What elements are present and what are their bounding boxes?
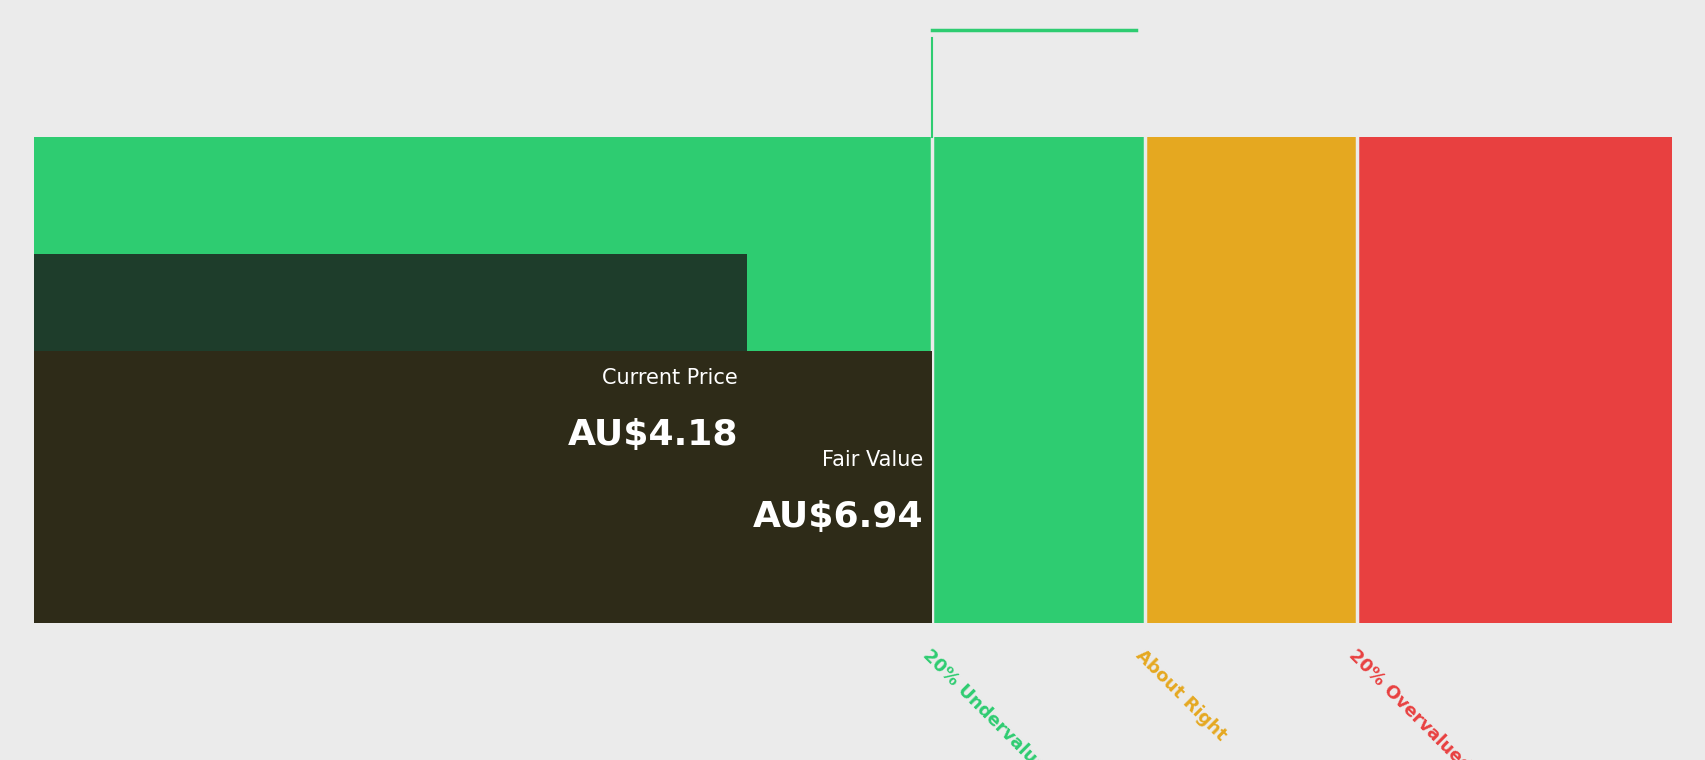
Bar [34, 254, 747, 555]
Text: Current Price: Current Price [602, 368, 738, 388]
Text: Fair Value: Fair Value [822, 451, 922, 470]
Text: 20% Overvalued: 20% Overvalued [1344, 646, 1473, 760]
Bar [1144, 137, 1357, 623]
Text: About Right: About Right [1130, 646, 1229, 744]
Bar [34, 137, 931, 623]
Bar [1357, 137, 1671, 623]
Bar [931, 137, 1144, 623]
Text: AU$6.94: AU$6.94 [752, 500, 922, 534]
Bar [34, 351, 931, 623]
Text: AU$4.18: AU$4.18 [568, 418, 738, 451]
Text: 20% Undervalued: 20% Undervalued [919, 646, 1057, 760]
